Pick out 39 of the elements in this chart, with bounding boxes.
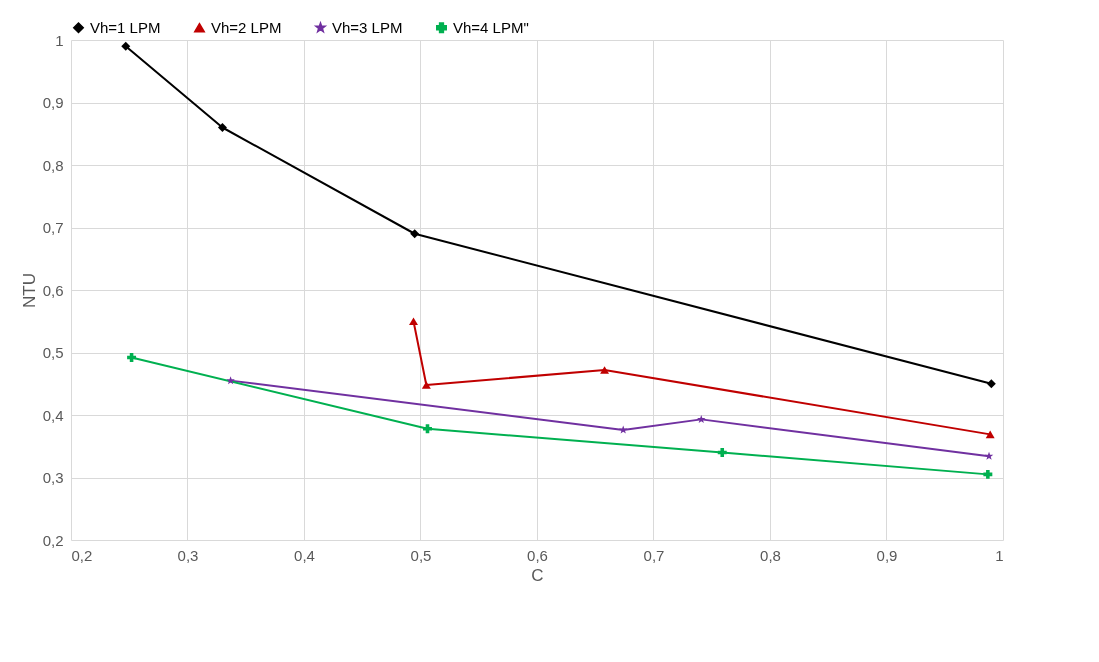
- point: [717, 448, 727, 457]
- point: [984, 451, 994, 460]
- y-tick-label: 0,5: [42, 344, 64, 361]
- point: [217, 123, 227, 132]
- point: [121, 41, 131, 51]
- y-tick-label: 0,9: [42, 94, 64, 111]
- x-tick-label: 0,7: [643, 546, 665, 564]
- x-tick-label: 0,6: [527, 546, 548, 564]
- legend-label: Vh=2 LPM: [211, 18, 282, 36]
- y-tick-label: 0,8: [42, 156, 64, 174]
- point: [421, 381, 431, 389]
- point: [985, 430, 995, 439]
- x-axis-title: C: [531, 565, 544, 585]
- legend-label: Vh=3 LPM: [332, 18, 403, 36]
- point: [600, 366, 610, 374]
- x-tick-label: 1: [995, 546, 1004, 564]
- y-tick-label: 0,4: [42, 406, 64, 424]
- x-tick-label: 0,9: [876, 546, 898, 564]
- point: [410, 229, 420, 239]
- x-tick-label: 0,5: [410, 546, 432, 564]
- y-tick-label: 0,2: [42, 531, 64, 549]
- point: [226, 376, 235, 385]
- x-tick-label: 0,3: [177, 546, 199, 564]
- x-tick-label: 0,8: [760, 546, 781, 564]
- legend-label: Vh=4 LPM": [453, 18, 529, 36]
- y-tick-label: 0,7: [42, 219, 64, 236]
- point: [983, 469, 993, 479]
- x-tick-label: 0,2: [71, 546, 93, 564]
- x-tick-label: 0,4: [294, 546, 315, 564]
- y-axis-title: NTU: [19, 273, 39, 308]
- y-tick-label: 0,6: [42, 281, 64, 299]
- y-tick-label: 0,3: [42, 469, 64, 486]
- point: [618, 425, 628, 434]
- point: [423, 424, 432, 434]
- point: [697, 414, 706, 423]
- legend-label: Vh=1 LPM: [90, 18, 161, 36]
- point: [409, 317, 418, 326]
- y-tick-label: 1: [55, 31, 64, 49]
- point: [986, 379, 996, 389]
